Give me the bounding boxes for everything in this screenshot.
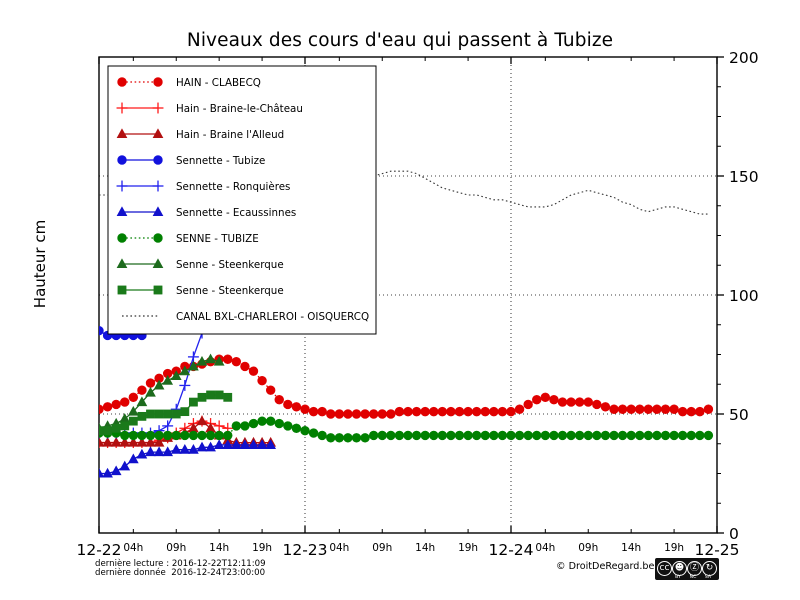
legend-item-label[interactable]: Sennette - Ecaussinnes xyxy=(176,207,296,219)
legend-item-label[interactable]: SENNE - TUBIZE xyxy=(176,233,259,245)
x-axis-label-major: 12-22 xyxy=(76,541,121,559)
y-axis-tick-label: 50 xyxy=(729,406,749,424)
legend-item-label[interactable]: Senne - Steenkerque xyxy=(176,285,284,297)
x-axis-label-minor: 09h xyxy=(166,542,186,554)
cc-icon: cc xyxy=(657,561,672,576)
x-axis-label-major: 12-24 xyxy=(488,541,533,559)
legend-box xyxy=(107,65,377,335)
legend-item-label[interactable]: Sennette - Tubize xyxy=(176,155,265,167)
x-axis-label-major: 12-23 xyxy=(282,541,327,559)
y-axis-tick-label: 200 xyxy=(729,49,759,67)
legend-item-label[interactable]: Sennette - Ronquières xyxy=(176,181,290,193)
series-6 xyxy=(99,416,714,443)
x-axis-label-minor: 19h xyxy=(664,542,684,554)
x-axis-label-minor: 19h xyxy=(252,542,272,554)
x-axis-label-minor: 04h xyxy=(329,542,349,554)
derniere-donnee: dernière donnée 2016-12-24T23:00:00 xyxy=(95,568,266,579)
creative-commons-badge[interactable]: cc ☻ Ⓩ ↻ BY NC SA xyxy=(655,558,719,580)
legend-item-label[interactable]: Hain - Braine-le-Château xyxy=(176,103,303,115)
copyright-text: © DroitDeRegard.be xyxy=(556,561,655,572)
series-5 xyxy=(99,439,277,478)
cc-sa-label: SA xyxy=(704,575,712,580)
x-axis-label-minor: 14h xyxy=(415,542,435,554)
x-axis-label-minor: 19h xyxy=(458,542,478,554)
series-8 xyxy=(99,390,233,436)
legend-item-label[interactable]: Senne - Steenkerque xyxy=(176,259,284,271)
cc-sa-icon: ↻ xyxy=(702,561,717,576)
cc-by-icon: ☻ xyxy=(672,561,687,576)
x-axis-label-major: 12-25 xyxy=(694,541,739,559)
legend-item-label[interactable]: CANAL BXL-CHARLEROI - OISQUERCQ xyxy=(176,311,369,323)
y-axis-tick-label: 0 xyxy=(729,525,739,543)
x-axis-label-minor: 09h xyxy=(372,542,392,554)
x-axis-label-minor: 04h xyxy=(535,542,555,554)
last-read-info: dernière lecture : 2016-12-22T12:11:09 de… xyxy=(95,559,266,579)
x-axis-label-minor: 14h xyxy=(621,542,641,554)
page-title: Niveaux des cours d'eau qui passent à Tu… xyxy=(186,30,614,51)
derniere-lecture: dernière lecture : 2016-12-22T12:11:09 xyxy=(95,559,266,569)
legend: HAIN - CLABECQ Hain - Braine-le-Château Ha… xyxy=(107,65,377,335)
cc-by-label: BY xyxy=(675,575,681,580)
x-axis-label-minor: 14h xyxy=(209,542,229,554)
series-0 xyxy=(99,354,714,419)
y-axis-tick-label: 150 xyxy=(729,168,759,186)
x-axis-label-minor: 04h xyxy=(123,542,143,554)
legend-item-label[interactable]: HAIN - CLABECQ xyxy=(176,77,261,89)
x-axis-label-minor: 09h xyxy=(578,542,598,554)
legend-item-label[interactable]: Hain - Braine l'Alleud xyxy=(176,129,284,141)
y-axis-tick-label: 100 xyxy=(729,287,759,305)
cc-nc-icon: Ⓩ xyxy=(687,561,702,576)
cc-nc-label: NC xyxy=(689,575,697,580)
